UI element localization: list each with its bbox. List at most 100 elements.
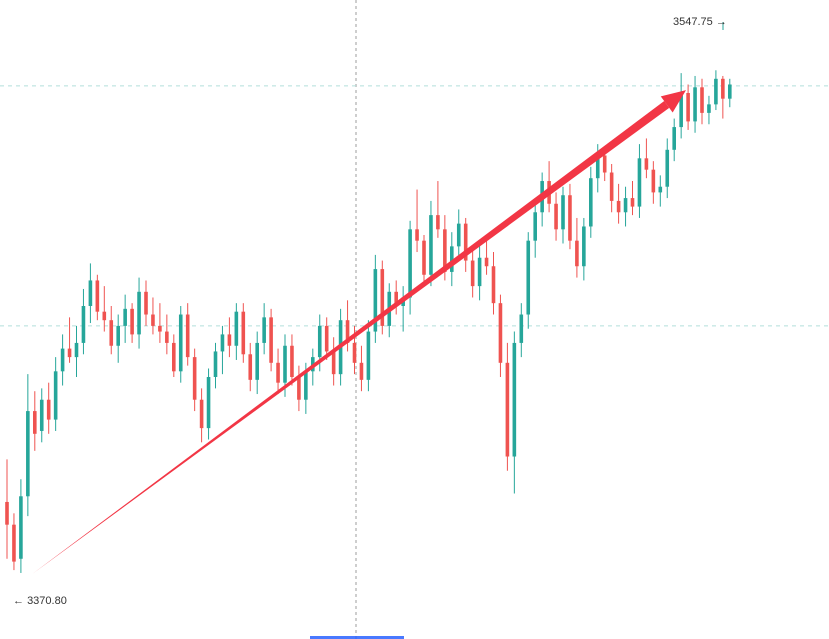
candle-body [46, 399, 51, 420]
candle-body [422, 240, 426, 275]
candle-body [554, 203, 558, 230]
candle-body [206, 377, 211, 429]
candle [88, 263, 93, 324]
candle [582, 217, 586, 281]
candle-body [241, 311, 246, 355]
candle [67, 317, 72, 363]
candle-body [429, 215, 433, 275]
candle-body [714, 78, 718, 105]
candle [19, 479, 23, 573]
candle-body [255, 342, 259, 380]
candle [526, 232, 531, 329]
candle-body [262, 317, 266, 343]
candle [714, 70, 718, 111]
candle [505, 342, 510, 471]
candle [213, 342, 218, 389]
candle [658, 175, 663, 207]
candle-body [26, 411, 30, 497]
candle-body [95, 280, 100, 312]
candle-body [686, 93, 690, 122]
candle-body [450, 246, 454, 272]
candle-body [283, 345, 287, 383]
candle [137, 277, 141, 349]
candle [707, 95, 711, 125]
candle-body [123, 308, 127, 326]
candle [192, 348, 197, 412]
candle-body [60, 348, 65, 372]
candle [74, 325, 79, 377]
low-price-label: ← 3370.80 [13, 595, 67, 607]
candle-body [331, 351, 336, 375]
trend-arrow[interactable] [32, 90, 686, 574]
high-price-label: 3547.75 → [673, 16, 727, 28]
candle-body [561, 195, 565, 230]
trend-arrow-head[interactable] [660, 90, 686, 113]
candle [554, 192, 558, 241]
candle [450, 232, 454, 287]
candle-body [304, 371, 308, 400]
candle [498, 294, 503, 377]
candle-body [693, 87, 697, 122]
candle-body [484, 257, 489, 267]
candle-body [602, 155, 607, 173]
candle [609, 164, 614, 213]
candle-body [324, 325, 329, 352]
candle-body [707, 104, 711, 113]
high-price-value: 3547.75 [673, 16, 713, 28]
low-price-value: 3370.80 [27, 595, 67, 607]
candle [297, 365, 301, 412]
candle-body [700, 87, 704, 113]
candle-body [505, 362, 510, 457]
trend-arrow-shaft[interactable] [32, 101, 670, 574]
candle-body [317, 325, 322, 358]
candle [491, 252, 496, 315]
candle-body [477, 257, 482, 287]
candle-body [623, 198, 628, 213]
candle [401, 286, 405, 332]
candle [630, 181, 635, 216]
candle [12, 513, 16, 571]
candle-body [234, 311, 239, 346]
candle-body [721, 78, 725, 99]
candle [561, 186, 565, 244]
candle-body [644, 158, 649, 170]
candle-body [185, 314, 190, 358]
candle-body [568, 195, 572, 241]
candle-body [651, 169, 656, 193]
candle [700, 78, 704, 125]
candle-body [728, 84, 732, 99]
candle [199, 388, 204, 443]
candle [269, 308, 273, 372]
candle [206, 368, 211, 440]
candle-body [463, 223, 468, 261]
candle [637, 144, 642, 218]
candle [26, 374, 30, 517]
candle [116, 314, 120, 363]
candle-body [616, 200, 621, 213]
candle [408, 220, 412, 315]
candle [262, 303, 266, 355]
candle [151, 297, 155, 335]
candle-body [470, 260, 475, 287]
candle [477, 246, 482, 301]
candle [123, 294, 127, 343]
candle [102, 286, 107, 332]
candle-body [589, 178, 593, 227]
candle [46, 382, 51, 434]
candle [185, 303, 190, 366]
time-scale-scrollbar[interactable] [310, 636, 404, 639]
candle [568, 183, 572, 250]
candle [575, 217, 579, 278]
candle [429, 200, 433, 287]
candle [422, 235, 426, 287]
candle-body [526, 240, 531, 315]
candle-body [533, 212, 537, 241]
candle [415, 189, 419, 253]
candle [672, 118, 676, 162]
candle [276, 348, 280, 395]
candle [172, 334, 176, 377]
candle-body [456, 223, 461, 247]
candle-body [67, 348, 72, 358]
candles [5, 70, 732, 573]
